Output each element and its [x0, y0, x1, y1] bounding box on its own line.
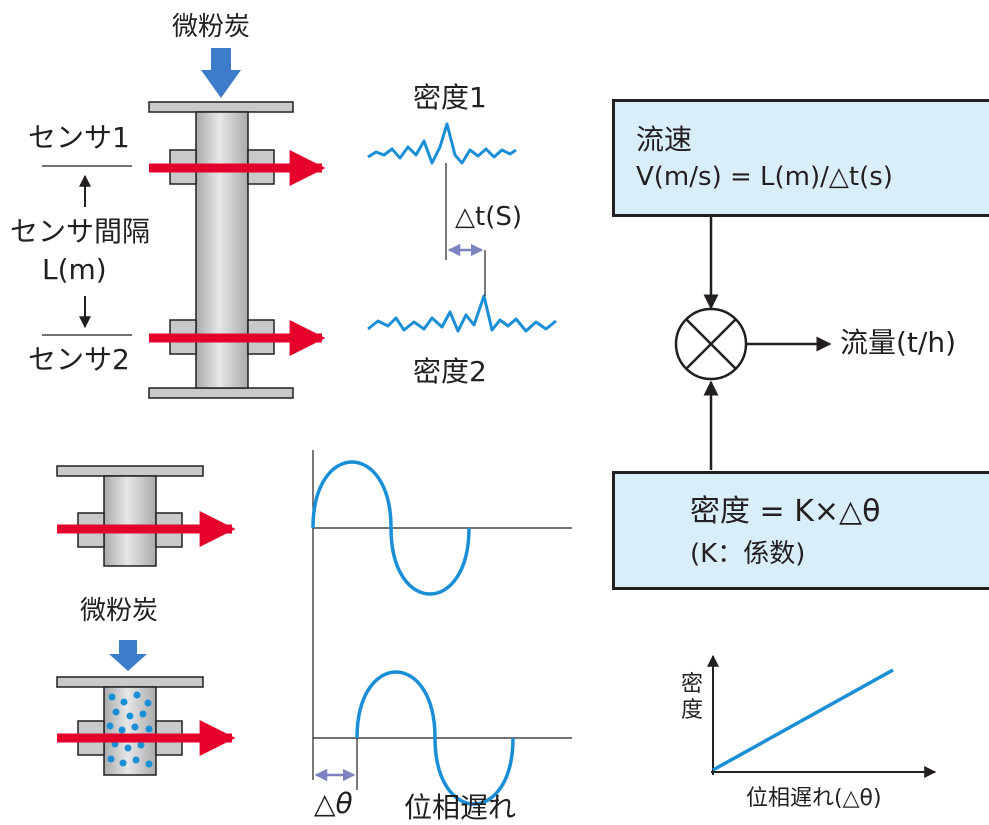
delta-theta-label: △θ — [314, 787, 353, 820]
coal-inlet-arrow-lower — [109, 640, 147, 671]
phase-lag-label: 位相遅れ — [404, 791, 517, 824]
delta-t-indicator — [445, 163, 486, 296]
sensor-gap-unit: L(m) — [42, 253, 107, 286]
empty-pipe — [56, 465, 204, 567]
velocity-title: 流速 — [636, 123, 693, 156]
density-formula: 密度 = K×△θ — [690, 494, 881, 529]
coal-inlet-arrow — [201, 48, 241, 98]
coal-filled-pipe — [56, 676, 204, 776]
sensor2-label: センサ2 — [28, 343, 130, 376]
density2-signal — [367, 294, 557, 333]
density2-label: 密度2 — [413, 355, 487, 388]
sensor1-label: センサ1 — [28, 121, 130, 154]
delta-t-label: △t(S) — [455, 202, 522, 232]
coal-label-lower: 微粉炭 — [80, 596, 159, 626]
main-pipe — [148, 101, 294, 399]
density1-signal — [367, 122, 517, 165]
velocity-box — [612, 99, 989, 217]
sensor-gap-label: センサ間隔 — [10, 215, 151, 248]
mini-chart-axes — [707, 654, 937, 778]
coal-label: 微粉炭 — [172, 12, 251, 42]
velocity-formula: V(m/s) = L(m)/△t(s) — [636, 162, 893, 192]
sensor-gap-indicator — [42, 165, 132, 336]
density-trend-line — [712, 668, 894, 772]
reference-wave — [311, 460, 471, 596]
phase-wave-axes — [312, 450, 572, 780]
mini-chart-y-label: 密度 — [681, 672, 704, 724]
multiplier-icon — [674, 307, 748, 381]
density-coefficient-note: (K：係数) — [690, 539, 806, 569]
delta-theta-indicator — [314, 738, 358, 790]
delayed-wave — [355, 670, 515, 806]
mini-chart-x-label: 位相遅れ(△θ) — [746, 786, 882, 811]
density-box — [612, 471, 989, 590]
density1-label: 密度1 — [413, 81, 487, 114]
flow-label: 流量(t/h) — [840, 326, 957, 359]
